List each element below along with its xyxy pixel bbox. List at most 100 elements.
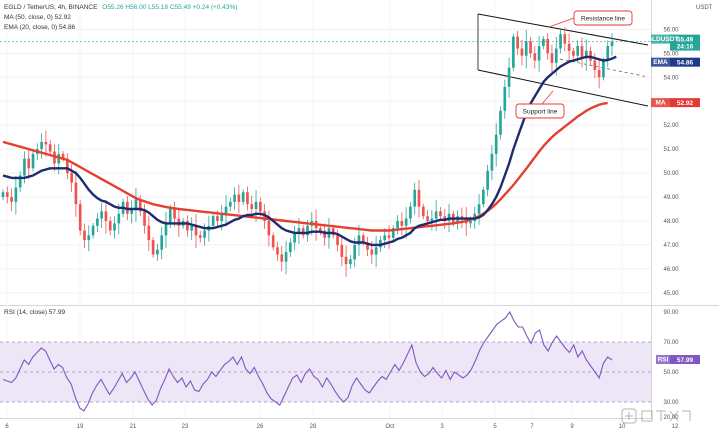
- candle-body[interactable]: [194, 225, 198, 236]
- candle-body[interactable]: [147, 225, 151, 241]
- candle-body[interactable]: [276, 247, 279, 255]
- candle-body[interactable]: [447, 213, 451, 221]
- candle-body[interactable]: [31, 153, 35, 169]
- candle-body[interactable]: [349, 259, 352, 265]
- candle-body[interactable]: [524, 41, 528, 56]
- support-trendline[interactable]: [477, 69, 649, 107]
- candle-body[interactable]: [370, 249, 374, 255]
- candle-body[interactable]: [168, 208, 172, 224]
- candle-body[interactable]: [130, 208, 133, 214]
- candle-body[interactable]: [164, 223, 168, 236]
- symbol-title[interactable]: EGLD / TetherUS, 4h, BINANCE O55.26 H56.…: [4, 4, 237, 11]
- candle-body[interactable]: [5, 192, 9, 198]
- candle-body[interactable]: [271, 235, 275, 248]
- candle-body[interactable]: [211, 216, 215, 226]
- candle-body[interactable]: [104, 211, 108, 221]
- candle-body[interactable]: [417, 189, 421, 207]
- candle-body[interactable]: [477, 204, 481, 214]
- candle-body[interactable]: [576, 46, 580, 56]
- candle-body[interactable]: [160, 235, 164, 250]
- ma50-line[interactable]: [2, 101, 608, 232]
- candle-body[interactable]: [413, 189, 417, 207]
- rsi-legend[interactable]: RSI (14, close) 57.99: [4, 309, 65, 316]
- support-callout[interactable]: Support line: [515, 90, 565, 119]
- resistance-callout[interactable]: Resistance line: [548, 10, 633, 28]
- candle-body[interactable]: [10, 197, 13, 202]
- candle-body[interactable]: [421, 206, 425, 217]
- candle-body[interactable]: [546, 38, 549, 54]
- candle-body[interactable]: [293, 232, 296, 243]
- candle-body[interactable]: [512, 36, 515, 68]
- price-pane[interactable]: [0, 0, 651, 305]
- candle-body[interactable]: [27, 158, 31, 169]
- candle-body[interactable]: [396, 220, 399, 229]
- candle-body[interactable]: [186, 220, 189, 231]
- ema20-line[interactable]: [2, 55, 617, 247]
- candle-body[interactable]: [520, 48, 524, 56]
- candle-body[interactable]: [550, 53, 554, 63]
- candle-body[interactable]: [138, 199, 142, 212]
- candle-body[interactable]: [353, 244, 357, 260]
- candle-body[interactable]: [507, 67, 511, 87]
- ema-legend[interactable]: EMA (20, close, 0) 54.86: [4, 24, 76, 31]
- candle-body[interactable]: [366, 242, 369, 250]
- candle-body[interactable]: [14, 187, 18, 202]
- candle-body[interactable]: [383, 235, 387, 241]
- candle-body[interactable]: [241, 192, 245, 202]
- candle-body[interactable]: [593, 60, 597, 71]
- candle-body[interactable]: [387, 235, 391, 238]
- candle-body[interactable]: [297, 228, 301, 233]
- rsi-pane[interactable]: 90.00 70.00 50.00 30.00 20.00 RSI 57.99: [0, 310, 700, 421]
- candle-body[interactable]: [533, 53, 537, 61]
- candle-body[interactable]: [486, 170, 489, 190]
- candle-body[interactable]: [460, 216, 464, 219]
- candle-body[interactable]: [529, 41, 532, 54]
- candle-body[interactable]: [610, 41, 614, 47]
- candle-body[interactable]: [584, 50, 588, 59]
- candle-body[interactable]: [66, 158, 69, 174]
- candle-body[interactable]: [233, 194, 236, 202]
- candle-body[interactable]: [289, 242, 292, 253]
- candle-body[interactable]: [18, 175, 22, 188]
- candle-body[interactable]: [542, 38, 545, 47]
- candle-body[interactable]: [361, 235, 365, 243]
- resistance-trendline[interactable]: [477, 13, 649, 46]
- candle-body[interactable]: [490, 153, 494, 171]
- candle-body[interactable]: [554, 48, 558, 63]
- candle-body[interactable]: [48, 144, 52, 152]
- candle-body[interactable]: [336, 235, 339, 245]
- candle-body[interactable]: [173, 208, 176, 219]
- candle-body[interactable]: [156, 249, 159, 255]
- candle-body[interactable]: [224, 206, 228, 214]
- ma-legend[interactable]: MA (50, close, 0) 52.92: [4, 14, 71, 21]
- candle-body[interactable]: [344, 256, 348, 265]
- candle-body[interactable]: [563, 34, 567, 44]
- candle-body[interactable]: [246, 192, 249, 205]
- candle-body[interactable]: [503, 86, 507, 111]
- candle-body[interactable]: [400, 220, 404, 226]
- candle-body[interactable]: [439, 211, 442, 217]
- candle-body[interactable]: [220, 213, 224, 221]
- candle-body[interactable]: [572, 50, 575, 56]
- candle-body[interactable]: [44, 141, 48, 145]
- candle-body[interactable]: [404, 218, 408, 226]
- candle-body[interactable]: [87, 235, 91, 241]
- candle-body[interactable]: [61, 153, 65, 159]
- candle-body[interactable]: [96, 218, 99, 226]
- candle-body[interactable]: [374, 247, 378, 255]
- candle-body[interactable]: [306, 225, 309, 236]
- candle-body[interactable]: [516, 36, 519, 49]
- candle-body[interactable]: [602, 60, 605, 78]
- candle-body[interactable]: [606, 46, 610, 61]
- candle-body[interactable]: [567, 43, 571, 51]
- candle-body[interactable]: [190, 225, 194, 231]
- rsi-line[interactable]: [2, 310, 613, 412]
- candle-body[interactable]: [143, 211, 146, 226]
- candle-body[interactable]: [494, 134, 498, 154]
- candle-body[interactable]: [108, 220, 112, 231]
- candle-body[interactable]: [434, 211, 438, 219]
- candle-body[interactable]: [151, 240, 155, 255]
- candle-body[interactable]: [319, 228, 322, 231]
- candle-body[interactable]: [134, 199, 138, 209]
